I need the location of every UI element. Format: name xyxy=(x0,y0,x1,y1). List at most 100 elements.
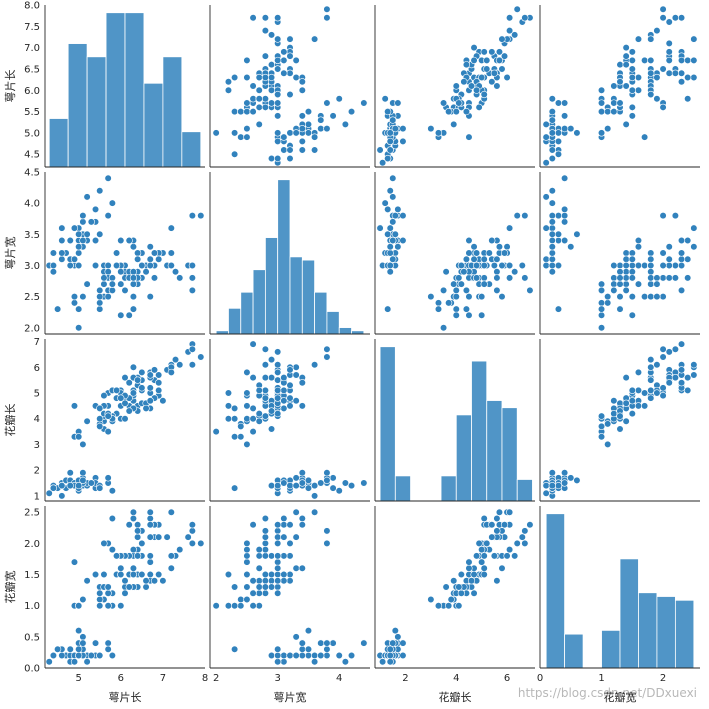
scatter-point xyxy=(389,218,397,226)
scatter-point xyxy=(129,274,138,282)
scatter-point xyxy=(548,95,556,103)
scatter-point xyxy=(261,539,269,547)
scatter-point xyxy=(75,324,83,332)
scatter-point xyxy=(261,577,269,585)
scatter-point xyxy=(311,133,319,141)
scatter-point xyxy=(224,570,233,579)
scatter-point xyxy=(212,427,220,436)
scatter-point xyxy=(462,286,471,294)
hist-bar xyxy=(501,407,518,502)
scatter-point xyxy=(134,255,142,263)
scatter-point xyxy=(280,651,288,660)
y-tick-label: 2.0 xyxy=(24,539,40,550)
scatter-point xyxy=(455,602,463,610)
scatter-point xyxy=(286,154,294,163)
scatter-point xyxy=(104,412,112,420)
panel-3-2 xyxy=(374,506,535,669)
scatter-point xyxy=(445,107,453,116)
scatter-point xyxy=(548,218,556,226)
scatter-point xyxy=(96,187,104,195)
scatter-point xyxy=(548,116,556,124)
scatter-point xyxy=(280,69,288,77)
scatter-point xyxy=(255,86,263,94)
y-tick-label: 0.5 xyxy=(24,632,40,643)
scatter-point xyxy=(653,274,661,282)
scatter-point xyxy=(267,61,276,69)
scatter-point xyxy=(197,539,205,547)
scatter-point xyxy=(96,299,104,307)
scatter-point xyxy=(274,137,282,146)
scatter-point xyxy=(653,280,661,288)
scatter-point xyxy=(616,61,624,69)
scatter-point xyxy=(304,627,313,635)
scatter-point xyxy=(267,425,276,433)
scatter-point xyxy=(146,558,154,566)
scatter-point xyxy=(483,65,491,73)
scatter-point xyxy=(255,73,263,82)
scatter-point xyxy=(91,261,100,270)
scatter-point xyxy=(684,255,692,263)
scatter-point xyxy=(121,373,129,382)
scatter-point xyxy=(389,255,397,263)
scatter-point xyxy=(188,261,196,270)
scatter-point xyxy=(70,558,79,566)
scatter-point xyxy=(167,368,175,377)
scatter-point xyxy=(465,558,473,566)
scatter-point xyxy=(480,564,488,572)
scatter-point xyxy=(255,583,263,591)
scatter-point xyxy=(261,570,269,579)
scatter-point xyxy=(150,274,159,282)
hist-bar xyxy=(326,311,340,335)
scatter-point xyxy=(542,261,550,270)
scatter-point xyxy=(634,368,643,377)
scatter-point xyxy=(475,103,483,111)
scatter-point xyxy=(470,255,478,263)
scatter-point xyxy=(628,73,636,82)
scatter-point xyxy=(267,583,276,591)
scatter-point xyxy=(616,280,624,288)
scatter-point xyxy=(610,280,618,288)
scatter-point xyxy=(493,286,501,294)
scatter-point xyxy=(104,293,112,301)
scatter-point xyxy=(622,249,630,257)
scatter-point xyxy=(542,193,550,201)
scatter-point xyxy=(108,651,116,660)
scatter-point xyxy=(628,261,636,270)
scatter-point xyxy=(96,293,104,301)
scatter-point xyxy=(329,639,337,647)
scatter-point xyxy=(292,73,300,82)
scatter-point xyxy=(500,52,509,60)
scatter-point xyxy=(493,527,501,535)
scatter-point xyxy=(472,274,481,282)
scatter-point xyxy=(249,340,257,348)
scatter-point xyxy=(212,602,220,610)
scatter-point xyxy=(274,65,282,73)
scatter-point xyxy=(255,95,263,103)
scatter-point xyxy=(622,61,630,69)
scatter-point xyxy=(641,133,649,141)
scatter-point xyxy=(503,243,511,251)
scatter-point xyxy=(610,274,618,282)
scatter-point xyxy=(616,293,624,301)
scatter-point xyxy=(292,564,300,572)
scatter-point xyxy=(75,645,83,653)
scatter-point xyxy=(610,82,618,90)
scatter-point xyxy=(394,99,402,107)
scatter-point xyxy=(604,125,612,133)
hist-bar xyxy=(314,291,328,335)
scatter-point xyxy=(622,82,630,90)
hist-bar xyxy=(674,599,695,669)
scatter-point xyxy=(647,268,655,276)
scatter-point xyxy=(628,293,636,301)
scatter-point xyxy=(146,533,154,541)
scatter-point xyxy=(108,546,116,554)
scatter-point xyxy=(647,293,655,301)
scatter-point xyxy=(188,521,196,529)
scatter-point xyxy=(381,199,389,207)
scatter-point xyxy=(280,552,288,560)
scatter-point xyxy=(628,311,636,319)
scatter-point xyxy=(243,389,251,397)
scatter-point xyxy=(75,481,83,490)
scatter-point xyxy=(653,389,661,397)
scatter-point xyxy=(79,236,87,245)
